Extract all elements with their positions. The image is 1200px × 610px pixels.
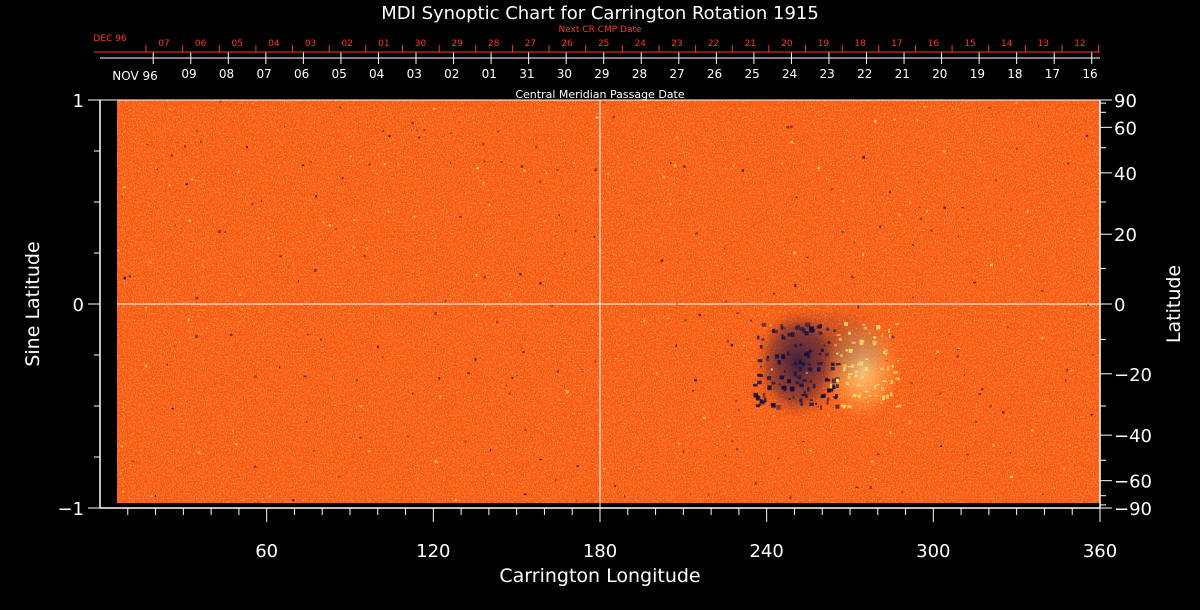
next-cr-date-label: 13 [1038,39,1049,49]
y-tick-label-right: 60 [1114,118,1137,139]
gridlines [117,100,1100,508]
next-cr-date-label: 02 [341,39,352,49]
next-cr-date-label: 06 [195,39,207,49]
y-tick-label-left: −1 [57,499,84,520]
next-cr-date-label: 16 [928,39,940,49]
next-cr-date-label: 28 [488,39,500,49]
next-cr-date-label: 18 [854,39,866,49]
cmp-date-label: 02 [444,67,459,81]
next-cr-date-label: 29 [451,39,463,49]
next-cr-date-label: 07 [158,39,169,49]
x-tick-label: 240 [749,541,783,562]
cmp-date-label: 21 [895,67,910,81]
x-tick-label: 60 [255,541,278,562]
cmp-date-label: 04 [369,67,384,81]
y-tick-label-right: 0 [1114,295,1125,316]
next-cr-month: DEC 96 [93,34,126,44]
next-cr-date-label: 26 [561,39,573,49]
cmp-date-label: 05 [332,67,347,81]
x-tick-label: 120 [416,541,450,562]
y-tick-label-right: −60 [1114,472,1152,493]
cmp-date-label: 17 [1045,67,1060,81]
next-cr-date-label: 01 [378,39,389,49]
cmp-date-label: 16 [1082,67,1097,81]
x-axis-label: Carrington Longitude [499,565,700,587]
cmp-date-label: 28 [632,67,647,81]
next-cr-date-label: 15 [964,39,975,49]
cmp-date-label: 20 [932,67,947,81]
y-tick-label-right: −40 [1114,426,1152,447]
next-cr-date-label: 17 [891,39,902,49]
next-cr-date-label: 12 [1074,39,1085,49]
y-tick-label-right: −90 [1114,499,1152,520]
next-cr-date-label: 20 [781,39,793,49]
next-cr-date-label: 21 [745,39,756,49]
next-cr-date-label: 04 [268,39,280,49]
x-tick-label: 180 [583,541,617,562]
cmp-date-label: 08 [219,67,234,81]
y-tick-label-left: 0 [73,295,84,316]
cmp-date-label: 31 [519,67,534,81]
cmp-date-label: 01 [482,67,497,81]
y-axis-label-left: Sine Latitude [22,241,44,366]
cmp-date-label: 23 [820,67,835,81]
next-cr-date-label: 30 [415,39,427,49]
next-cr-date-label: 27 [525,39,536,49]
next-cr-date-label: 03 [305,39,316,49]
cmp-date-label: 25 [744,67,759,81]
cmp-date-label: 19 [970,67,985,81]
cmp-date-label: 24 [782,67,797,81]
x-tick-label: 360 [1083,541,1117,562]
magnetogram-field [117,100,1102,504]
cmp-date-label: 09 [181,67,196,81]
y-tick-label-right: 20 [1114,225,1137,246]
cmp-date-label: 30 [557,67,572,81]
cmp-month: NOV 96 [112,69,158,83]
chart-title: MDI Synoptic Chart for Carrington Rotati… [381,3,819,24]
x-tick-label: 300 [916,541,950,562]
next-cr-date-label: 19 [818,39,830,49]
next-cr-label: Next CR CMP Date [558,25,642,35]
cmp-date-label: 27 [669,67,684,81]
cmp-date-label: 18 [1007,67,1022,81]
y-tick-label-right: 40 [1114,164,1137,185]
next-cr-date-label: 25 [598,39,609,49]
cmp-date-label: 29 [594,67,609,81]
cmp-date-label: 26 [707,67,722,81]
y-tick-label-left: 1 [73,91,84,112]
y-tick-label-right: −20 [1114,365,1152,386]
cmp-date-label: 07 [256,67,271,81]
y-tick-label-right: 90 [1114,91,1137,112]
cmp-date-label: 03 [407,67,422,81]
top-axis-label: Central Meridian Passage Date [515,88,684,101]
next-cr-date-label: 05 [232,39,243,49]
next-cr-date-label: 23 [671,39,682,49]
y-axis-label-right: Latitude [1163,265,1185,343]
axes: 60 120 180 240 300 360 1 0 −1 90 60 40 20 0 −20 −40 −60 −… [57,39,1152,562]
next-cr-date-label: 22 [708,39,719,49]
next-cr-date-label: 14 [1001,39,1013,49]
cmp-date-label: 06 [294,67,309,81]
cmp-date-label: 22 [857,67,872,81]
next-cr-date-label: 24 [635,39,647,49]
